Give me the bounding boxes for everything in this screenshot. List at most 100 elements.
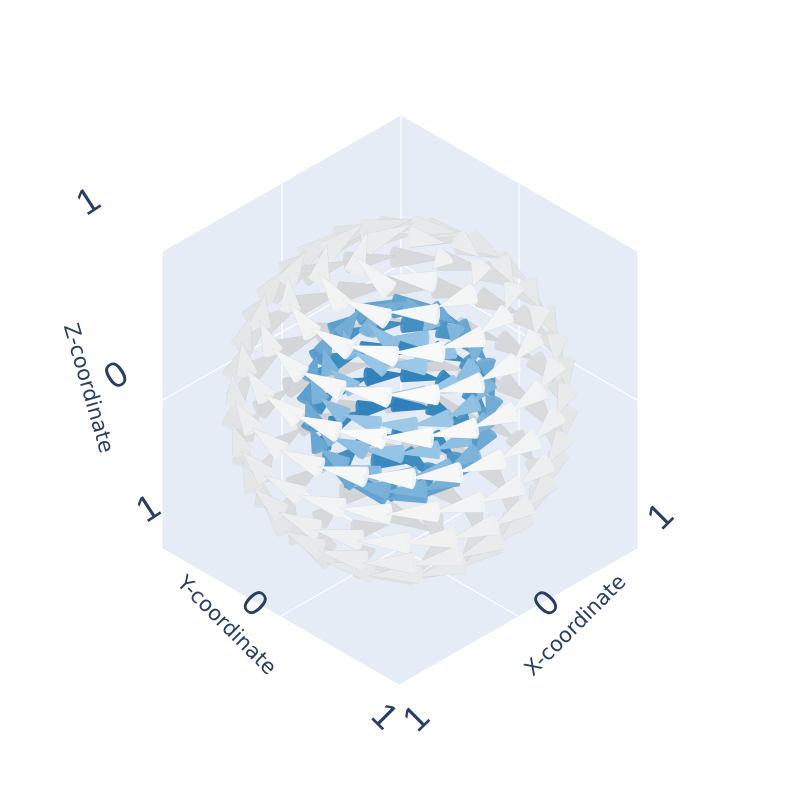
cone-mark — [362, 551, 417, 574]
cone-base — [380, 308, 392, 329]
cone-mark — [492, 495, 535, 528]
cone-base — [252, 401, 267, 419]
cone-base — [485, 394, 504, 404]
cone-mark — [427, 417, 479, 440]
cone-base — [494, 330, 507, 350]
cone-base — [426, 426, 435, 449]
cone-base — [452, 412, 468, 425]
x-tick-start: 1 — [394, 696, 437, 739]
cone-mark — [532, 407, 566, 442]
cone-mark — [234, 400, 263, 436]
cone-base — [332, 422, 343, 442]
cone-base — [408, 552, 417, 574]
cone-mark — [362, 467, 417, 490]
cone-base — [546, 357, 566, 371]
cone-base — [549, 407, 566, 424]
cone-mark — [318, 272, 351, 313]
cone-base — [303, 325, 321, 341]
cone-base — [383, 481, 392, 500]
cone-base — [547, 378, 568, 389]
cone-base — [470, 417, 479, 439]
cone-base — [527, 329, 544, 346]
cone-base — [446, 408, 454, 428]
cone-mark — [259, 320, 284, 357]
cone-base — [470, 443, 482, 461]
cone-mark — [516, 277, 541, 309]
cone-mark — [380, 426, 435, 449]
cone-mark — [310, 327, 356, 360]
cone-mark — [318, 549, 369, 572]
cone-mark — [509, 380, 548, 413]
cone-mark — [263, 393, 304, 427]
cone-mark — [446, 394, 482, 419]
cone-mark — [546, 333, 569, 366]
cone-base — [533, 381, 548, 399]
cone-field — [221, 215, 579, 586]
cone-mark — [356, 531, 411, 554]
cone-mark — [409, 215, 458, 237]
cone-mark — [224, 373, 247, 408]
cone-base — [383, 386, 393, 408]
cone-mark — [245, 368, 276, 405]
cone-base — [313, 539, 326, 559]
z-axis-title: Z-coordinate — [59, 321, 119, 456]
cone-base — [432, 501, 440, 523]
cone-base — [422, 330, 430, 350]
cone-base — [403, 532, 411, 554]
cone-base — [390, 346, 400, 367]
cone-mark — [250, 426, 289, 460]
cone-base — [263, 346, 283, 357]
cone-mark — [386, 500, 440, 523]
cone-mark — [450, 230, 482, 259]
cone-base — [249, 320, 271, 329]
cone-mark — [438, 326, 486, 349]
cone-base — [359, 550, 369, 572]
cone-base — [311, 394, 330, 405]
cone-base — [321, 368, 340, 377]
cone-base — [414, 562, 423, 584]
cone-base — [528, 430, 542, 450]
cone-base — [274, 442, 289, 460]
cone-base — [310, 519, 322, 540]
cone-base — [421, 356, 428, 376]
cone-mark — [478, 352, 521, 382]
cone-mark — [313, 529, 364, 551]
cone-base — [389, 246, 397, 268]
cone-mark — [456, 448, 506, 473]
cone-base — [513, 475, 525, 496]
cone-base — [490, 514, 500, 535]
cone-base — [455, 545, 464, 567]
cone-base — [335, 380, 347, 400]
cone-mark — [525, 473, 559, 509]
cone-mark — [470, 260, 492, 288]
cone-base — [529, 305, 551, 314]
cone-mark — [478, 475, 525, 504]
cone-base — [476, 372, 485, 394]
cone-base — [282, 378, 293, 398]
cone-mark — [476, 357, 497, 385]
cone-base — [491, 254, 511, 267]
cone-base — [363, 367, 371, 387]
cone-mark — [389, 246, 444, 269]
cone-base — [467, 358, 481, 373]
cone-base — [234, 429, 254, 443]
cone-base — [455, 462, 464, 484]
cone-base — [272, 503, 288, 521]
cone-mark — [384, 356, 428, 376]
cone-mark — [538, 357, 566, 391]
cone-base — [243, 422, 262, 436]
cone-base — [437, 341, 446, 363]
cone-mark — [556, 383, 579, 418]
cone-mark — [498, 429, 542, 461]
cone-base — [467, 283, 478, 304]
cone-base — [342, 340, 356, 360]
cone-mark — [387, 303, 441, 326]
cone-mark — [342, 298, 392, 329]
cone-base — [370, 450, 378, 470]
cone-base — [434, 369, 446, 387]
cone-base — [505, 429, 524, 444]
cone-base — [511, 304, 526, 323]
cone-base — [476, 326, 486, 348]
cone-mark — [388, 330, 430, 350]
